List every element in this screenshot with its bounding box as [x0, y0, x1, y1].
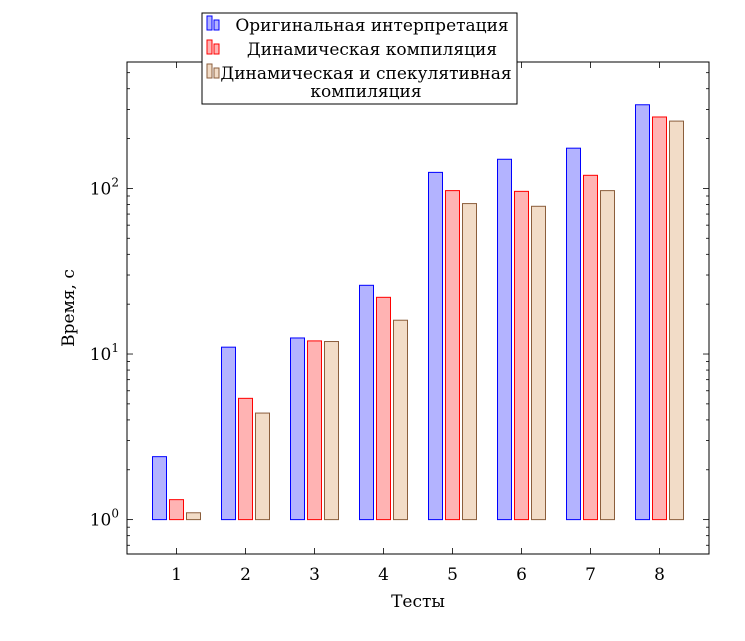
legend-swatch: [213, 67, 220, 79]
bars: [152, 104, 684, 521]
bar-series3-test-2: [255, 412, 270, 521]
bar-series2-test-1: [169, 499, 184, 521]
bar-series2-test-5: [445, 190, 460, 521]
legend-entry: Динамическая и спекулятивная: [220, 64, 511, 84]
bar-series1-test-8: [635, 104, 650, 521]
bar-series3-test-4: [393, 319, 408, 521]
legend-swatch: [206, 15, 213, 31]
legend-swatch: [213, 43, 220, 55]
legend-swatch: [213, 19, 220, 31]
x-tick-label: 4: [378, 565, 389, 585]
bar-series1-test-7: [566, 147, 581, 521]
bar-series1-test-1: [152, 456, 167, 521]
legend-entry: компиляция: [310, 82, 421, 102]
x-tick-labels: 1 2 3 4 5 6 7 8: [171, 565, 665, 585]
bar-series2-test-6: [514, 190, 529, 521]
legend-entry: Динамическая компиляция: [247, 40, 497, 60]
bar-series2-test-4: [376, 296, 391, 521]
bar-series3-test-8: [669, 120, 684, 521]
bar-series3-test-3: [324, 341, 339, 521]
legend-entry: Оригинальная интерпретация: [235, 16, 508, 36]
bar-series1-test-3: [290, 337, 305, 521]
bar-series3-test-6: [531, 205, 546, 521]
y-tick-labels: 100 101 102: [90, 175, 119, 530]
x-axis-label: Тесты: [391, 592, 445, 612]
y-axis-label: Время, с: [59, 269, 79, 347]
bar-series2-test-7: [583, 174, 598, 521]
bar-series1-test-2: [221, 346, 236, 521]
plot-area-frame: [126, 61, 710, 555]
bar-series3-test-1: [186, 512, 201, 521]
x-tick-label: 1: [171, 565, 182, 585]
legend: Оригинальная интерпретация Динамическая к…: [201, 12, 518, 105]
bar-series3-test-5: [462, 203, 477, 521]
y-tick-label: 102: [90, 175, 119, 199]
x-tick-label: 8: [654, 565, 665, 585]
bar-series3-test-7: [600, 190, 615, 521]
x-tick-label: 2: [240, 565, 251, 585]
x-tick-label: 3: [309, 565, 320, 585]
axis-ticks: [127, 62, 709, 554]
x-tick-label: 6: [516, 565, 527, 585]
legend-swatch: [206, 39, 213, 55]
x-tick-label: 5: [447, 565, 458, 585]
x-tick-label: 7: [585, 565, 596, 585]
bar-series2-test-8: [652, 116, 667, 521]
bar-series2-test-2: [238, 397, 253, 521]
legend-swatch: [206, 63, 213, 79]
legend-box: [201, 12, 518, 105]
bar-series2-test-3: [307, 340, 322, 521]
bar-series1-test-4: [359, 284, 374, 521]
bar-series1-test-5: [428, 171, 443, 521]
bar-series1-test-6: [497, 158, 512, 521]
y-tick-label: 101: [90, 341, 119, 365]
y-tick-label: 100: [90, 507, 119, 531]
